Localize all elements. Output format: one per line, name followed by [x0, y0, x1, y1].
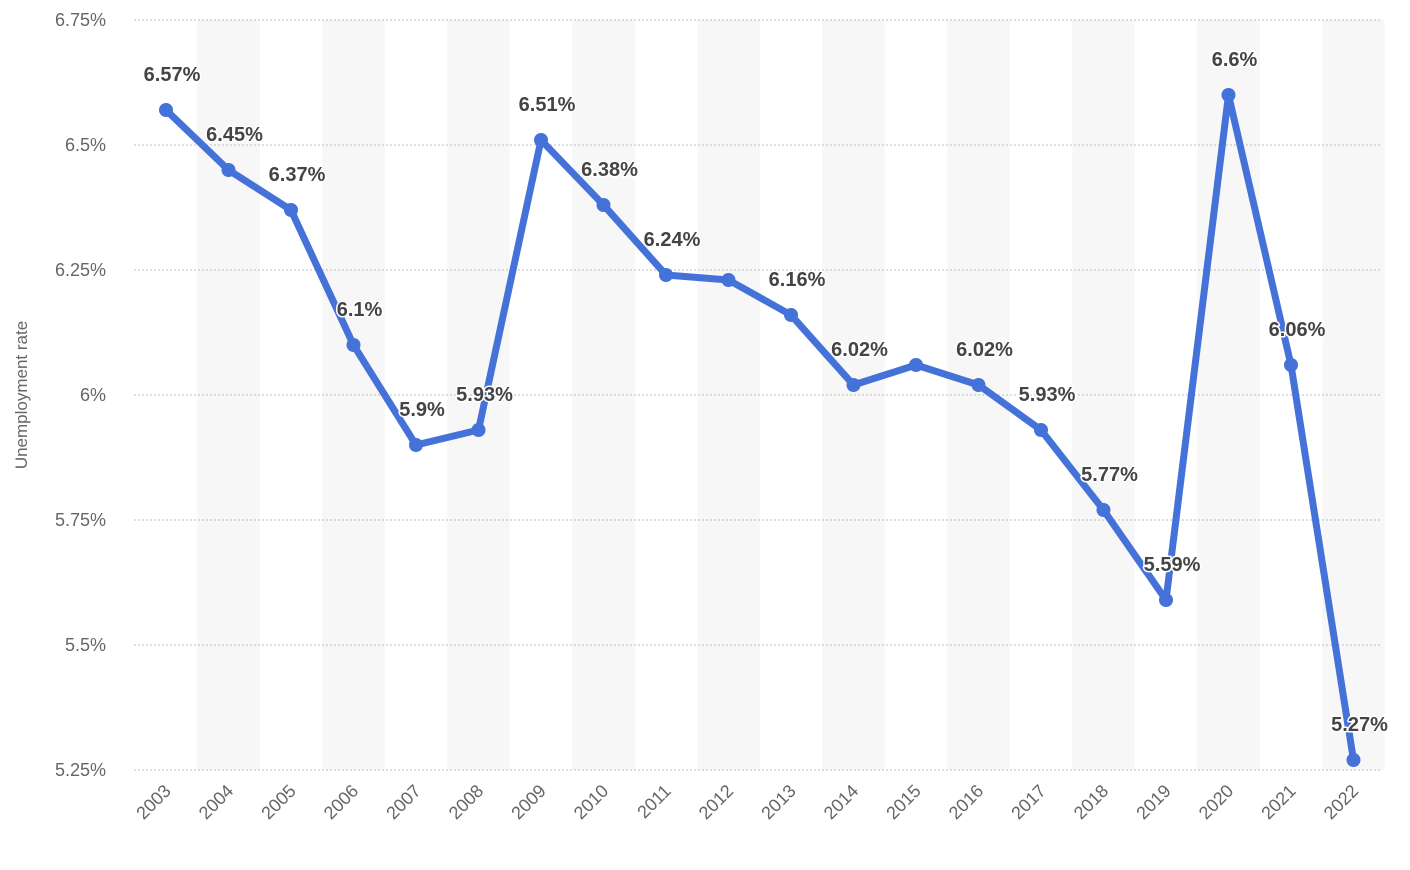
x-tick-label: 2006 — [320, 781, 362, 823]
data-label-2010: 6.38% — [581, 159, 638, 181]
data-label-2003: 6.57% — [144, 64, 201, 86]
x-tick-label: 2007 — [382, 781, 424, 823]
data-point-2007 — [409, 438, 423, 452]
y-axis-label: Unemployment rate — [12, 321, 31, 469]
data-point-2021 — [1284, 358, 1298, 372]
y-tick-label: 6.75% — [55, 10, 106, 30]
data-point-2009 — [534, 133, 548, 147]
data-point-2015 — [909, 358, 923, 372]
data-label-2011: 6.24% — [644, 229, 701, 251]
data-label-2005: 6.37% — [269, 164, 326, 186]
x-tick-label: 2017 — [1007, 781, 1049, 823]
data-point-2014 — [846, 378, 861, 392]
x-tick-label: 2016 — [945, 781, 987, 823]
y-tick-label: 6% — [80, 385, 106, 405]
x-tick-label: 2003 — [132, 781, 174, 823]
y-tick-label: 6.25% — [55, 260, 106, 280]
data-label-2007: 5.9% — [399, 399, 445, 421]
data-point-2012 — [721, 273, 736, 287]
x-tick-label: 2009 — [507, 781, 549, 823]
data-point-2020 — [1221, 88, 1236, 102]
data-point-2018 — [1096, 503, 1111, 517]
x-tick-label: 2012 — [695, 781, 737, 823]
data-points — [159, 88, 1361, 767]
data-label-2004: 6.45% — [206, 124, 263, 146]
x-tick-label: 2013 — [757, 781, 799, 823]
data-labels: 6.57% 6.45% 6.37% 6.1% 5.9% 5.93% 6.51% 6.38% 6.… — [142, 48, 1389, 738]
x-tick-label: 2020 — [1195, 781, 1237, 823]
series-line-path — [162, 91, 1357, 764]
x-tick-label: 2021 — [1257, 781, 1299, 823]
data-point-2005 — [284, 203, 298, 217]
x-tick-label: 2010 — [570, 781, 612, 823]
data-label-2016: 6.02% — [956, 339, 1013, 361]
series-line — [162, 91, 1357, 764]
y-tick-label: 5.25% — [55, 760, 106, 780]
x-tick-label: 2008 — [445, 781, 487, 823]
y-tick-label: 5.75% — [55, 510, 106, 530]
data-label-2014: 6.02% — [831, 339, 888, 361]
data-point-2010 — [596, 198, 611, 212]
data-label-2020: 6.6% — [1212, 49, 1258, 71]
data-label-2019: 5.59% — [1144, 554, 1201, 576]
gridlines — [134, 19, 1382, 771]
data-point-2022 — [1346, 753, 1361, 767]
data-label-2008: 5.93% — [456, 384, 513, 406]
data-label-2021: 6.06% — [1269, 319, 1326, 341]
data-label-2018: 5.77% — [1081, 464, 1138, 486]
data-label-2022: 5.27% — [1331, 714, 1388, 736]
data-point-2019 — [1159, 593, 1173, 607]
data-point-2006 — [346, 338, 361, 352]
x-tick-label: 2018 — [1070, 781, 1112, 823]
data-point-2013 — [784, 308, 798, 322]
data-label-2006: 6.1% — [337, 299, 383, 321]
data-point-2011 — [659, 268, 673, 282]
data-point-2016 — [971, 378, 986, 392]
x-tick-label: 2022 — [1320, 781, 1362, 823]
x-tick-label: 2014 — [820, 781, 862, 823]
data-point-2003 — [159, 103, 173, 117]
y-axis-ticks: 5.25% 5.5% 5.75% 6% 6.25% 6.5% 6.75% — [55, 10, 106, 780]
x-tick-label: 2005 — [257, 781, 299, 823]
x-tick-label: 2004 — [195, 781, 237, 823]
x-tick-label: 2019 — [1132, 781, 1174, 823]
x-tick-label: 2011 — [633, 781, 675, 823]
data-point-2004 — [221, 163, 236, 177]
x-tick-label: 2015 — [882, 781, 924, 823]
data-label-2009: 6.51% — [519, 94, 576, 116]
data-point-2008 — [471, 423, 486, 437]
data-point-2017 — [1034, 423, 1048, 437]
data-label-2017: 5.93% — [1019, 384, 1076, 406]
y-tick-label: 6.5% — [65, 135, 106, 155]
y-tick-label: 5.5% — [65, 635, 106, 655]
data-label-2013: 6.16% — [769, 269, 826, 291]
x-axis-ticks: 2003 2004 2005 2006 2007 2008 2009 2010 2011 2012… — [132, 781, 1362, 823]
